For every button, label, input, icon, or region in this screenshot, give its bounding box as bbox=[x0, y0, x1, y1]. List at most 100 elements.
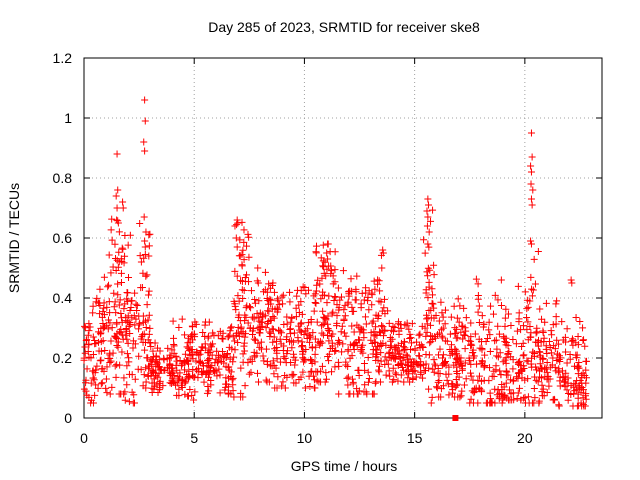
data-point bbox=[299, 283, 307, 291]
data-point bbox=[172, 352, 180, 360]
data-point bbox=[388, 335, 396, 343]
data-point bbox=[527, 162, 535, 170]
data-point bbox=[270, 370, 278, 378]
data-point bbox=[273, 355, 281, 363]
data-point bbox=[380, 304, 388, 312]
data-point bbox=[187, 346, 195, 354]
data-point bbox=[501, 322, 509, 330]
data-point bbox=[560, 378, 568, 386]
data-point bbox=[335, 390, 343, 398]
data-point bbox=[391, 355, 399, 363]
data-point bbox=[307, 333, 315, 341]
y-tick-label: 0.2 bbox=[53, 350, 73, 366]
data-point bbox=[308, 344, 316, 352]
data-point bbox=[507, 322, 515, 330]
data-point bbox=[425, 243, 433, 251]
data-point bbox=[446, 346, 454, 354]
data-point bbox=[204, 383, 212, 391]
data-point bbox=[169, 378, 177, 386]
data-point bbox=[306, 382, 314, 390]
data-point bbox=[234, 292, 242, 300]
data-point bbox=[113, 342, 121, 350]
data-point bbox=[436, 369, 444, 377]
data-point bbox=[335, 362, 343, 370]
data-point bbox=[255, 378, 263, 386]
data-point bbox=[529, 348, 537, 356]
data-point bbox=[238, 277, 246, 285]
data-point bbox=[146, 230, 154, 238]
data-point bbox=[147, 342, 155, 350]
data-point bbox=[238, 286, 246, 294]
data-point bbox=[335, 336, 343, 344]
data-point bbox=[81, 349, 89, 357]
data-point bbox=[165, 354, 173, 362]
data-point bbox=[244, 230, 252, 238]
data-point bbox=[323, 265, 331, 273]
data-point bbox=[581, 392, 589, 400]
data-point bbox=[113, 150, 121, 158]
data-point bbox=[399, 366, 407, 374]
data-point bbox=[556, 354, 564, 362]
data-point bbox=[498, 399, 506, 407]
data-point bbox=[408, 359, 416, 367]
data-point bbox=[141, 96, 149, 104]
data-point bbox=[261, 268, 269, 276]
data-point bbox=[255, 329, 263, 337]
data-point bbox=[422, 360, 430, 368]
data-point bbox=[219, 329, 227, 337]
data-point bbox=[528, 292, 536, 300]
data-point bbox=[93, 362, 101, 370]
data-point bbox=[100, 311, 108, 319]
data-point bbox=[429, 291, 437, 299]
data-point bbox=[314, 338, 322, 346]
data-point bbox=[452, 330, 460, 338]
data-point bbox=[487, 399, 495, 407]
data-point bbox=[102, 384, 110, 392]
data-point bbox=[376, 328, 384, 336]
data-point bbox=[239, 393, 247, 401]
data-point bbox=[191, 373, 199, 381]
data-point bbox=[112, 192, 120, 200]
data-point bbox=[427, 399, 435, 407]
data-point bbox=[533, 328, 541, 336]
data-point bbox=[250, 335, 258, 343]
data-point bbox=[305, 372, 313, 380]
data-point bbox=[297, 298, 305, 306]
data-point bbox=[531, 280, 539, 288]
data-point bbox=[107, 357, 115, 365]
data-point bbox=[228, 376, 236, 384]
data-point bbox=[85, 327, 93, 335]
data-point bbox=[474, 399, 482, 407]
data-point bbox=[360, 359, 368, 367]
data-point bbox=[233, 272, 241, 280]
data-point bbox=[191, 330, 199, 338]
data-point bbox=[520, 351, 528, 359]
data-point bbox=[245, 278, 253, 286]
data-point bbox=[120, 259, 128, 267]
data-point bbox=[338, 322, 346, 330]
data-point bbox=[392, 371, 400, 379]
data-point bbox=[123, 335, 131, 343]
data-point bbox=[169, 317, 177, 325]
data-point bbox=[269, 338, 277, 346]
data-point bbox=[578, 402, 586, 410]
data-point bbox=[474, 292, 482, 300]
data-point bbox=[281, 384, 289, 392]
data-point bbox=[391, 324, 399, 332]
data-point bbox=[240, 256, 248, 264]
data-point bbox=[415, 352, 423, 360]
data-point bbox=[244, 319, 252, 327]
data-point bbox=[301, 284, 309, 292]
data-point bbox=[109, 349, 117, 357]
data-point bbox=[405, 325, 413, 333]
data-point bbox=[550, 395, 558, 403]
data-point bbox=[359, 341, 367, 349]
data-point bbox=[375, 366, 383, 374]
data-point bbox=[175, 385, 183, 393]
data-point bbox=[254, 264, 262, 272]
data-point bbox=[339, 267, 347, 275]
data-point bbox=[510, 396, 518, 404]
data-point bbox=[91, 369, 99, 377]
data-point bbox=[256, 309, 264, 317]
data-point bbox=[104, 325, 112, 333]
